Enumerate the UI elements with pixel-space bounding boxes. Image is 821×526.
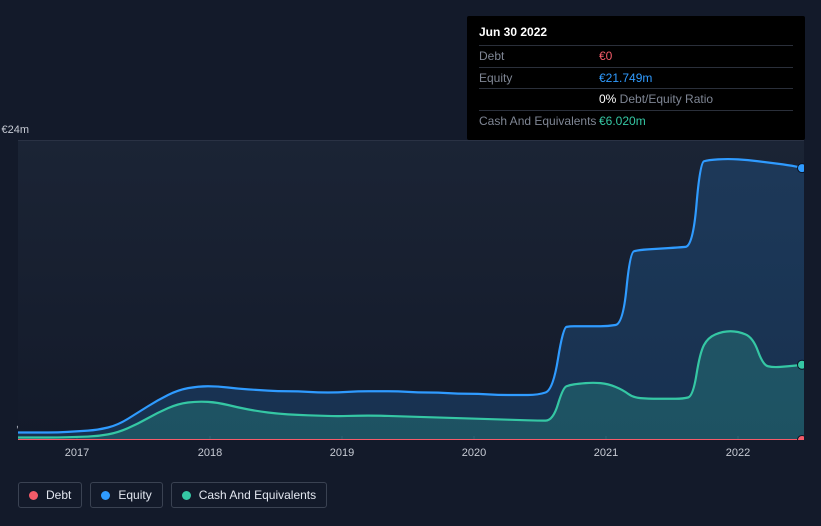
legend-swatch bbox=[101, 491, 110, 500]
tooltip-row: Equity€21.749m bbox=[479, 67, 793, 89]
tooltip-row-value: €21.749m bbox=[599, 70, 652, 87]
tooltip-row-value: 0% Debt/Equity Ratio bbox=[599, 91, 713, 108]
x-axis-tick-label: 2017 bbox=[65, 447, 89, 459]
x-axis-tick-label: 2020 bbox=[462, 447, 486, 459]
debt-equity-chart[interactable] bbox=[18, 140, 804, 440]
tooltip-row: 0% Debt/Equity Ratio bbox=[479, 88, 793, 110]
x-axis-tick-label: 2019 bbox=[330, 447, 354, 459]
tooltip-row: Debt€0 bbox=[479, 45, 793, 67]
x-axis-tick-label: 2022 bbox=[726, 447, 750, 459]
tooltip-row-value: €6.020m bbox=[599, 113, 646, 130]
x-axis-tick-label: 2021 bbox=[594, 447, 618, 459]
y-axis-max-label: €24m bbox=[0, 124, 29, 136]
chart-tooltip: Jun 30 2022 Debt€0Equity€21.749m0% Debt/… bbox=[467, 16, 805, 140]
x-axis-tick-label: 2018 bbox=[198, 447, 222, 459]
tooltip-date: Jun 30 2022 bbox=[479, 24, 793, 45]
legend-label: Cash And Equivalents bbox=[199, 488, 316, 502]
tooltip-row-label bbox=[479, 91, 599, 108]
legend-swatch bbox=[29, 491, 38, 500]
chart-svg bbox=[18, 140, 804, 440]
tooltip-row-label: Debt bbox=[479, 48, 599, 65]
legend-label: Equity bbox=[118, 488, 151, 502]
legend-item-debt[interactable]: Debt bbox=[18, 482, 82, 508]
legend-label: Debt bbox=[46, 488, 71, 502]
legend-item-cash-and-equivalents[interactable]: Cash And Equivalents bbox=[171, 482, 327, 508]
chart-legend: Debt Equity Cash And Equivalents bbox=[18, 482, 327, 508]
tooltip-row-value: €0 bbox=[599, 48, 612, 65]
legend-swatch bbox=[182, 491, 191, 500]
tooltip-row-label: Cash And Equivalents bbox=[479, 113, 599, 130]
legend-item-equity[interactable]: Equity bbox=[90, 482, 162, 508]
tooltip-row: Cash And Equivalents€6.020m bbox=[479, 110, 793, 132]
tooltip-row-label: Equity bbox=[479, 70, 599, 87]
